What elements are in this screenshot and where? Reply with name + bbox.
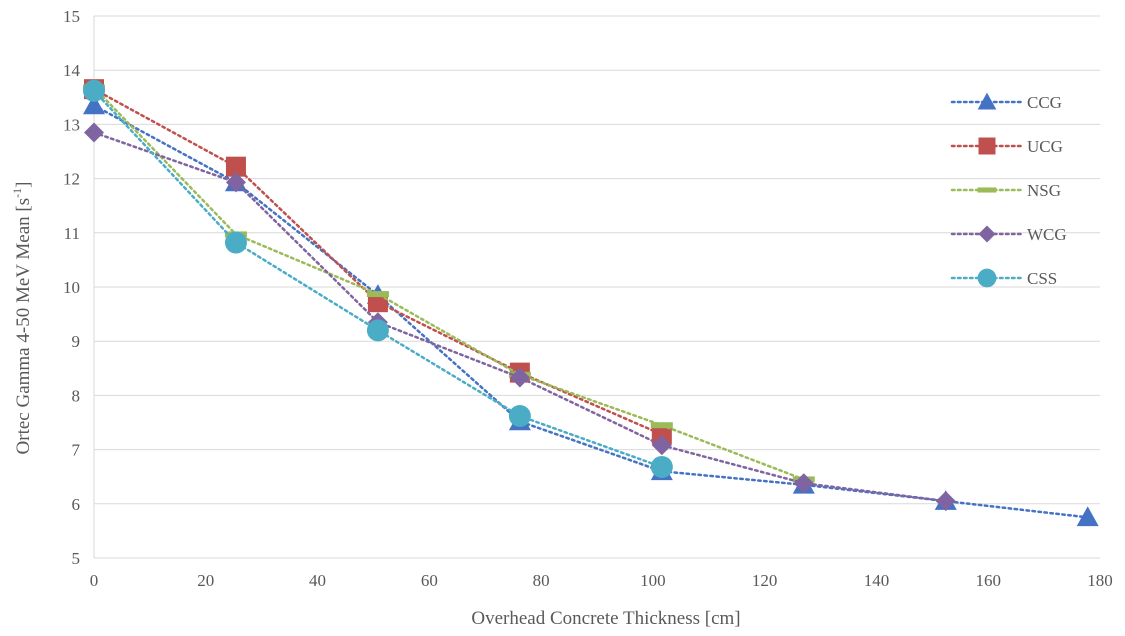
y-tick-label: 9	[72, 332, 81, 351]
series-nsg	[83, 84, 815, 483]
data-point	[225, 172, 246, 193]
legend-marker	[978, 137, 996, 155]
x-tick-label: 40	[309, 571, 326, 590]
y-tick-label: 6	[72, 495, 81, 514]
data-point	[508, 404, 531, 427]
data-point	[84, 122, 104, 143]
x-tick-label: 0	[90, 571, 99, 590]
series-ucg	[84, 79, 672, 445]
legend-item: CCG	[950, 92, 1062, 112]
y-tick-label: 15	[63, 7, 80, 26]
y-tick-label: 7	[72, 441, 81, 460]
data-point	[650, 455, 673, 478]
y-tick-label: 11	[64, 224, 80, 243]
legend: CCG UCG NSG WCG CSS	[950, 92, 1067, 288]
data-point	[1076, 506, 1099, 527]
x-axis-ticks: 0 20 40 60 80 100 120 140 160 180	[90, 571, 1113, 590]
data-point	[793, 473, 814, 494]
legend-item: WCG	[950, 225, 1067, 244]
data-point	[366, 291, 389, 298]
legend-label: NSG	[1027, 181, 1061, 200]
data-point	[224, 231, 247, 254]
data-point	[367, 292, 388, 313]
legend-item: NSG	[950, 181, 1061, 200]
legend-label: WCG	[1027, 225, 1067, 244]
y-axis-label-end: ]	[13, 182, 34, 188]
data-point	[651, 424, 672, 445]
y-tick-label: 13	[63, 115, 80, 134]
series-css	[83, 79, 673, 478]
y-tick-label: 12	[63, 170, 80, 189]
series-wcg	[84, 122, 956, 512]
y-tick-label: 5	[72, 549, 81, 568]
gridlines	[93, 15, 1100, 559]
series-line	[92, 89, 664, 469]
y-tick-label: 10	[63, 278, 80, 297]
data-point	[83, 79, 105, 102]
x-tick-label: 100	[640, 571, 666, 590]
series-line	[92, 87, 664, 436]
y-axis-label-main: Ortec Gamma 4-50 MeV Mean [s	[13, 198, 34, 455]
legend-marker	[978, 225, 996, 243]
y-axis-ticks: 5 6 7 8 9 10 11 12 13 14 15	[63, 7, 81, 568]
x-tick-label: 80	[533, 571, 550, 590]
y-axis-label: Ortec Gamma 4-50 MeV Mean [s-1]	[10, 182, 34, 455]
data-point	[509, 367, 530, 388]
legend-item: CSS	[950, 268, 1057, 288]
data-point	[651, 435, 672, 456]
data-point	[935, 491, 956, 512]
legend-marker	[977, 92, 997, 110]
legend-marker	[977, 187, 997, 193]
legend-label: CSS	[1027, 269, 1057, 288]
data-point	[225, 156, 246, 177]
y-tick-label: 8	[72, 386, 81, 405]
x-tick-label: 160	[975, 571, 1001, 590]
series-group	[83, 79, 1099, 527]
x-axis-label: Overhead Concrete Thickness [cm]	[471, 608, 740, 629]
x-tick-label: 120	[752, 571, 778, 590]
data-point	[83, 94, 105, 115]
legend-item: UCG	[950, 137, 1063, 156]
y-axis-label-sup: -1	[10, 188, 24, 198]
legend-label: UCG	[1027, 137, 1063, 156]
x-tick-label: 20	[197, 571, 214, 590]
legend-label: CCG	[1027, 93, 1062, 112]
x-tick-label: 140	[864, 571, 890, 590]
x-tick-label: 180	[1087, 571, 1113, 590]
series-line	[92, 131, 947, 503]
data-point	[366, 319, 389, 342]
legend-marker	[977, 268, 997, 288]
series-line	[92, 86, 806, 481]
data-point	[650, 422, 673, 429]
x-tick-label: 60	[421, 571, 438, 590]
y-tick-label: 14	[63, 61, 81, 80]
